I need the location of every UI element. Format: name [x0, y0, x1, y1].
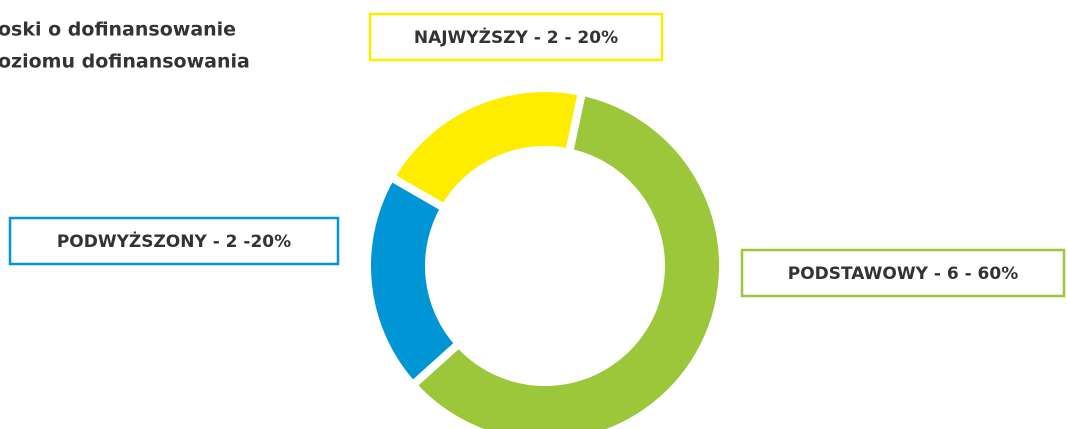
chart-title: oski o dofinansowanie — [0, 19, 236, 41]
chart-title: oziomu dofinansowania — [0, 51, 250, 73]
donut-slice — [407, 87, 727, 429]
label-box — [740, 248, 1066, 298]
label-box — [368, 12, 664, 62]
data-label: PODWYŻSZONY - 2 -20% — [57, 230, 291, 252]
data-label: PODSTAWOWY - 6 - 60% — [788, 264, 1019, 284]
data-label: NAJWYŻSZY - 2 - 20% — [414, 26, 618, 48]
donut-slice — [385, 84, 587, 214]
label-box — [8, 216, 340, 266]
